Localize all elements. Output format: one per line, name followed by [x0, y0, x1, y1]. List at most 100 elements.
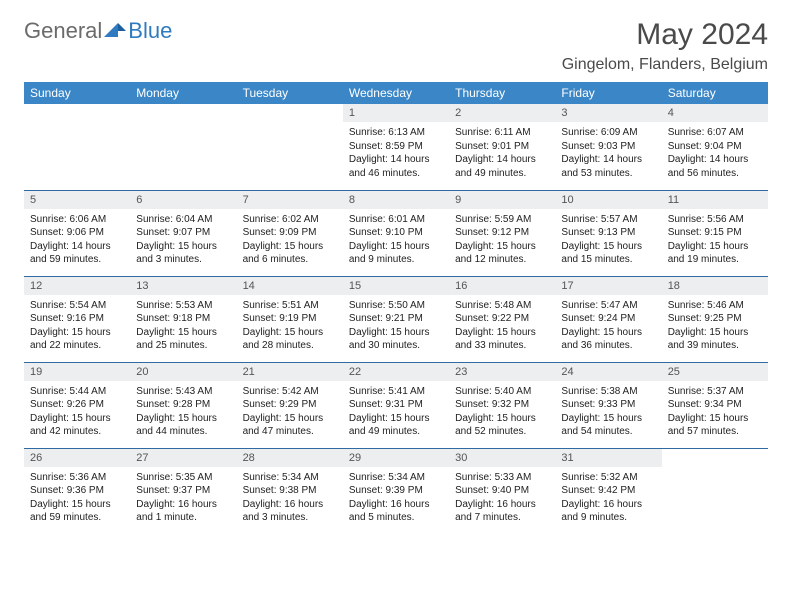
calendar-cell: 13Sunrise: 5:53 AMSunset: 9:18 PMDayligh… — [130, 276, 236, 362]
calendar-cell: 8Sunrise: 6:01 AMSunset: 9:10 PMDaylight… — [343, 190, 449, 276]
day-detail: Sunrise: 5:54 AMSunset: 9:16 PMDaylight:… — [24, 295, 130, 353]
day-header: Wednesday — [343, 82, 449, 104]
day-detail: Sunrise: 5:47 AMSunset: 9:24 PMDaylight:… — [555, 295, 661, 353]
calendar-cell: 1Sunrise: 6:13 AMSunset: 8:59 PMDaylight… — [343, 104, 449, 190]
calendar-cell: 18Sunrise: 5:46 AMSunset: 9:25 PMDayligh… — [662, 276, 768, 362]
day-number: 5 — [24, 191, 130, 209]
day-number: 4 — [662, 104, 768, 122]
calendar-cell: 15Sunrise: 5:50 AMSunset: 9:21 PMDayligh… — [343, 276, 449, 362]
calendar-cell: 9Sunrise: 5:59 AMSunset: 9:12 PMDaylight… — [449, 190, 555, 276]
calendar-cell: 28Sunrise: 5:34 AMSunset: 9:38 PMDayligh… — [237, 448, 343, 534]
day-number: 1 — [343, 104, 449, 122]
day-detail: Sunrise: 5:57 AMSunset: 9:13 PMDaylight:… — [555, 209, 661, 267]
day-detail: Sunrise: 5:42 AMSunset: 9:29 PMDaylight:… — [237, 381, 343, 439]
day-number: 26 — [24, 449, 130, 467]
calendar-cell — [24, 104, 130, 190]
logo-text-blue: Blue — [128, 18, 172, 44]
day-number: 13 — [130, 277, 236, 295]
calendar-cell — [130, 104, 236, 190]
day-detail: Sunrise: 5:44 AMSunset: 9:26 PMDaylight:… — [24, 381, 130, 439]
calendar-cell: 3Sunrise: 6:09 AMSunset: 9:03 PMDaylight… — [555, 104, 661, 190]
day-detail: Sunrise: 5:35 AMSunset: 9:37 PMDaylight:… — [130, 467, 236, 525]
day-detail: Sunrise: 5:34 AMSunset: 9:38 PMDaylight:… — [237, 467, 343, 525]
day-number: 8 — [343, 191, 449, 209]
day-number: 11 — [662, 191, 768, 209]
calendar-week-row: 26Sunrise: 5:36 AMSunset: 9:36 PMDayligh… — [24, 448, 768, 534]
day-number: 6 — [130, 191, 236, 209]
calendar-cell: 16Sunrise: 5:48 AMSunset: 9:22 PMDayligh… — [449, 276, 555, 362]
calendar-body: 1Sunrise: 6:13 AMSunset: 8:59 PMDaylight… — [24, 104, 768, 534]
day-number: 30 — [449, 449, 555, 467]
calendar-cell: 2Sunrise: 6:11 AMSunset: 9:01 PMDaylight… — [449, 104, 555, 190]
day-detail: Sunrise: 5:37 AMSunset: 9:34 PMDaylight:… — [662, 381, 768, 439]
calendar-cell: 22Sunrise: 5:41 AMSunset: 9:31 PMDayligh… — [343, 362, 449, 448]
calendar-cell: 25Sunrise: 5:37 AMSunset: 9:34 PMDayligh… — [662, 362, 768, 448]
day-detail: Sunrise: 5:50 AMSunset: 9:21 PMDaylight:… — [343, 295, 449, 353]
day-detail: Sunrise: 5:36 AMSunset: 9:36 PMDaylight:… — [24, 467, 130, 525]
day-number: 15 — [343, 277, 449, 295]
day-detail: Sunrise: 6:09 AMSunset: 9:03 PMDaylight:… — [555, 122, 661, 180]
day-header: Monday — [130, 82, 236, 104]
day-detail: Sunrise: 5:51 AMSunset: 9:19 PMDaylight:… — [237, 295, 343, 353]
day-detail: Sunrise: 5:41 AMSunset: 9:31 PMDaylight:… — [343, 381, 449, 439]
calendar-cell — [662, 448, 768, 534]
day-number: 18 — [662, 277, 768, 295]
day-number: 7 — [237, 191, 343, 209]
day-header: Sunday — [24, 82, 130, 104]
logo: General Blue — [24, 18, 172, 44]
calendar-cell: 30Sunrise: 5:33 AMSunset: 9:40 PMDayligh… — [449, 448, 555, 534]
day-number: 19 — [24, 363, 130, 381]
logo-text-general: General — [24, 18, 102, 44]
calendar-week-row: 5Sunrise: 6:06 AMSunset: 9:06 PMDaylight… — [24, 190, 768, 276]
calendar-week-row: 12Sunrise: 5:54 AMSunset: 9:16 PMDayligh… — [24, 276, 768, 362]
calendar-cell: 31Sunrise: 5:32 AMSunset: 9:42 PMDayligh… — [555, 448, 661, 534]
calendar-cell: 23Sunrise: 5:40 AMSunset: 9:32 PMDayligh… — [449, 362, 555, 448]
day-number: 10 — [555, 191, 661, 209]
day-detail: Sunrise: 5:40 AMSunset: 9:32 PMDaylight:… — [449, 381, 555, 439]
day-number: 22 — [343, 363, 449, 381]
day-number: 28 — [237, 449, 343, 467]
day-number: 20 — [130, 363, 236, 381]
day-number: 12 — [24, 277, 130, 295]
calendar-cell: 20Sunrise: 5:43 AMSunset: 9:28 PMDayligh… — [130, 362, 236, 448]
calendar-week-row: 19Sunrise: 5:44 AMSunset: 9:26 PMDayligh… — [24, 362, 768, 448]
day-detail: Sunrise: 6:07 AMSunset: 9:04 PMDaylight:… — [662, 122, 768, 180]
logo-shape-icon — [104, 20, 126, 43]
day-detail: Sunrise: 6:01 AMSunset: 9:10 PMDaylight:… — [343, 209, 449, 267]
day-number: 21 — [237, 363, 343, 381]
day-header: Saturday — [662, 82, 768, 104]
day-detail: Sunrise: 6:02 AMSunset: 9:09 PMDaylight:… — [237, 209, 343, 267]
day-number: 3 — [555, 104, 661, 122]
calendar-week-row: 1Sunrise: 6:13 AMSunset: 8:59 PMDaylight… — [24, 104, 768, 190]
day-detail: Sunrise: 5:38 AMSunset: 9:33 PMDaylight:… — [555, 381, 661, 439]
day-number: 2 — [449, 104, 555, 122]
day-number: 17 — [555, 277, 661, 295]
day-header: Friday — [555, 82, 661, 104]
day-detail: Sunrise: 5:32 AMSunset: 9:42 PMDaylight:… — [555, 467, 661, 525]
day-detail: Sunrise: 5:43 AMSunset: 9:28 PMDaylight:… — [130, 381, 236, 439]
day-number: 16 — [449, 277, 555, 295]
calendar-cell: 4Sunrise: 6:07 AMSunset: 9:04 PMDaylight… — [662, 104, 768, 190]
calendar-cell: 10Sunrise: 5:57 AMSunset: 9:13 PMDayligh… — [555, 190, 661, 276]
day-detail: Sunrise: 5:34 AMSunset: 9:39 PMDaylight:… — [343, 467, 449, 525]
day-detail: Sunrise: 5:53 AMSunset: 9:18 PMDaylight:… — [130, 295, 236, 353]
day-detail: Sunrise: 6:06 AMSunset: 9:06 PMDaylight:… — [24, 209, 130, 267]
calendar-cell: 5Sunrise: 6:06 AMSunset: 9:06 PMDaylight… — [24, 190, 130, 276]
calendar-cell: 29Sunrise: 5:34 AMSunset: 9:39 PMDayligh… — [343, 448, 449, 534]
day-detail: Sunrise: 6:04 AMSunset: 9:07 PMDaylight:… — [130, 209, 236, 267]
day-detail: Sunrise: 6:11 AMSunset: 9:01 PMDaylight:… — [449, 122, 555, 180]
day-header: Tuesday — [237, 82, 343, 104]
day-number: 23 — [449, 363, 555, 381]
day-detail: Sunrise: 5:59 AMSunset: 9:12 PMDaylight:… — [449, 209, 555, 267]
calendar-table: SundayMondayTuesdayWednesdayThursdayFrid… — [24, 82, 768, 534]
day-header: Thursday — [449, 82, 555, 104]
calendar-cell: 19Sunrise: 5:44 AMSunset: 9:26 PMDayligh… — [24, 362, 130, 448]
header: General Blue May 2024 — [24, 18, 768, 52]
day-detail: Sunrise: 5:46 AMSunset: 9:25 PMDaylight:… — [662, 295, 768, 353]
day-number: 24 — [555, 363, 661, 381]
page-title: May 2024 — [636, 18, 768, 52]
day-detail: Sunrise: 5:33 AMSunset: 9:40 PMDaylight:… — [449, 467, 555, 525]
calendar-cell: 14Sunrise: 5:51 AMSunset: 9:19 PMDayligh… — [237, 276, 343, 362]
day-number: 29 — [343, 449, 449, 467]
calendar-cell: 27Sunrise: 5:35 AMSunset: 9:37 PMDayligh… — [130, 448, 236, 534]
